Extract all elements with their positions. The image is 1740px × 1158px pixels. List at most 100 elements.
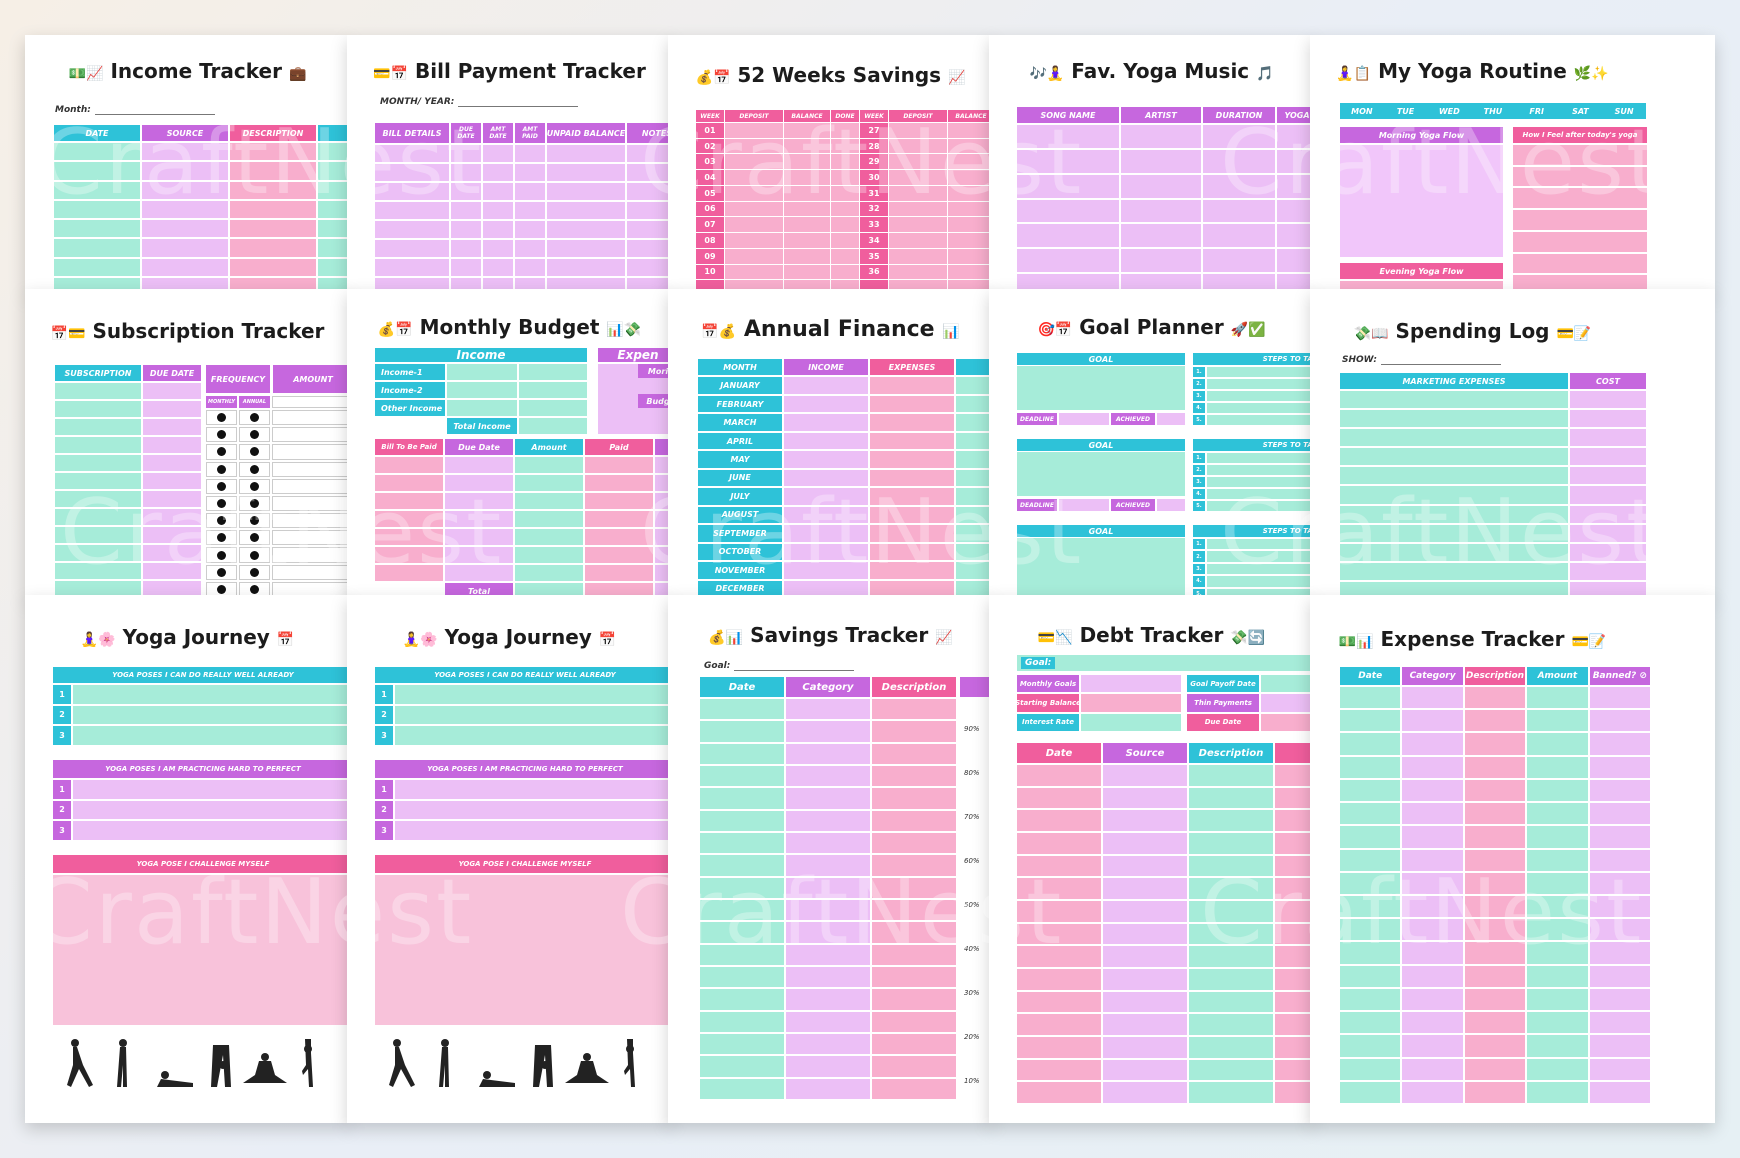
monthly-radio[interactable] bbox=[206, 564, 237, 580]
debt-tracker-title: 💳📉 Debt Tracker 💸🔄 bbox=[1037, 623, 1266, 647]
col-month: MONTH bbox=[698, 359, 782, 376]
month-row: JULY bbox=[698, 488, 782, 505]
annual-radio[interactable] bbox=[239, 478, 270, 494]
days-bar: MON TUE WED THU FRI SAT SUN bbox=[1340, 103, 1646, 119]
annual-radio[interactable] bbox=[239, 547, 270, 563]
challenge-header: YOGA POSE I CHALLENGE MYSELF bbox=[53, 855, 350, 873]
annual-radio[interactable] bbox=[239, 461, 270, 477]
col-bill-details: BILL DETAILS bbox=[375, 123, 449, 143]
month-label: Month: bbox=[55, 105, 215, 115]
goal-bar: Goal: bbox=[1017, 655, 1314, 671]
card-calendar-icon: 💳📅 bbox=[373, 66, 409, 82]
yoga-flower-icon: 🧘‍♀️🌸 bbox=[402, 632, 438, 648]
col-due-date: DUE DATE bbox=[143, 365, 201, 381]
achieved-label: ACHIEVED bbox=[1111, 499, 1155, 511]
yoga-journey-page-2: 🧘‍♀️🌸 Yoga Journey 📅 YOGA POSES I CAN DO… bbox=[347, 595, 672, 1123]
goal-payoff-label: Goal Payoff Date bbox=[1187, 675, 1259, 693]
due-date-label: Due Date bbox=[1187, 713, 1259, 731]
monthly-radio[interactable] bbox=[206, 547, 237, 563]
yoga-clipboard-icon: 🧘‍♀️📋 bbox=[1336, 66, 1372, 82]
annual-radio[interactable] bbox=[239, 427, 270, 443]
monthly-radio[interactable] bbox=[206, 478, 237, 494]
pct-30: 30% bbox=[964, 989, 980, 997]
yoga-music-title: 🎶🧘‍♀️ Fav. Yoga Music 🎵 bbox=[1029, 59, 1274, 83]
annual-radio[interactable] bbox=[239, 513, 270, 529]
money-chart-icon: 💵📈 bbox=[68, 66, 104, 82]
col-category: Category bbox=[1402, 667, 1463, 685]
calendar-money-icon: 📅💰 bbox=[701, 324, 737, 340]
col-song-name: SONG NAME bbox=[1017, 107, 1119, 123]
week-num: 28 bbox=[860, 138, 888, 154]
pct-20: 20% bbox=[964, 1033, 980, 1041]
month-row: SEPTEMBER bbox=[698, 525, 782, 542]
pose-cobra bbox=[483, 1071, 491, 1079]
pct-10: 10% bbox=[964, 1077, 980, 1085]
col-due-date: DUE DATE bbox=[451, 123, 481, 143]
week-num: 36 bbox=[860, 264, 888, 280]
day-tue: TUE bbox=[1396, 106, 1415, 116]
col-notes: NOTES bbox=[627, 123, 672, 143]
monthly-radio[interactable] bbox=[206, 495, 237, 512]
col-yoga: YOGA bbox=[1277, 107, 1314, 123]
col-amt-paid: AMT PAID bbox=[515, 123, 545, 143]
income-table: Income-1 Income-2 Other Income Total Inc… bbox=[375, 364, 587, 434]
spending-log-page: 💸📖 Spending Log 💳📝 SHOW: MARKETING EXPEN… bbox=[1310, 289, 1715, 599]
month-row: OCTOBER bbox=[698, 543, 782, 561]
spending-log-title: 💸📖 Spending Log 💳📝 bbox=[1353, 319, 1592, 343]
total-income-label: Total Income bbox=[447, 418, 517, 434]
col-source: Source bbox=[1103, 743, 1187, 763]
sub-annual: ANNUAL bbox=[239, 396, 270, 408]
col-subscription: SUBSCRIPTION bbox=[55, 365, 141, 381]
deadline-label: DEADLINE bbox=[1017, 413, 1057, 425]
col-cost: COST bbox=[1570, 373, 1646, 389]
other-income-label: Other Income bbox=[375, 400, 445, 416]
money-chart-icon: 💰📊 bbox=[708, 630, 744, 646]
monthly-radio[interactable] bbox=[206, 444, 237, 460]
annual-radio[interactable] bbox=[239, 410, 270, 426]
monthly-radio[interactable] bbox=[206, 427, 237, 443]
pose-lotus bbox=[583, 1053, 591, 1061]
challenge-header: YOGA POSE I CHALLENGE MYSELF bbox=[375, 855, 672, 873]
col-week: WEEK bbox=[696, 110, 724, 122]
steps-header: STEPS TO TAKE bbox=[1193, 439, 1314, 451]
col-date: DATE bbox=[54, 125, 140, 141]
well-list: 1 2 3 bbox=[375, 685, 672, 745]
col-description: Description bbox=[1464, 667, 1526, 685]
week-num: 33 bbox=[860, 217, 888, 233]
week-num: 34 bbox=[860, 233, 888, 248]
col-deposit-2: DEPOSIT bbox=[889, 110, 947, 122]
col-balance: BALANCE bbox=[784, 110, 830, 122]
month-row: DECEMBER bbox=[698, 580, 782, 597]
income-tracker-page: 💵📈 Income Tracker 💼 Month: DATE SOURCE D… bbox=[25, 35, 350, 293]
day-fri: FRI bbox=[1529, 106, 1544, 116]
annual-radio[interactable] bbox=[239, 530, 270, 546]
monthly-radio[interactable] bbox=[206, 513, 237, 529]
frequency-grid: MONTHLY ANNUAL bbox=[206, 396, 350, 597]
day-sun: SUN bbox=[1614, 106, 1634, 116]
monthly-radio[interactable] bbox=[206, 410, 237, 426]
bill-payment-title: 💳📅 Bill Payment Tracker bbox=[373, 59, 646, 83]
col-paid: Paid bbox=[585, 439, 653, 455]
annual-table: MONTH INCOME EXPENSES JANUARY FEBRUARY M… bbox=[698, 359, 993, 597]
col-source: SOURCE bbox=[142, 125, 228, 141]
col-duration: DURATION bbox=[1203, 107, 1275, 123]
income-2-label: Income-2 bbox=[375, 382, 445, 398]
pct-80: 80% bbox=[964, 769, 980, 777]
expense-tracker-page: 💵📊 Expense Tracker 💳📝 Date Category Desc… bbox=[1310, 595, 1715, 1123]
monthly-radio[interactable] bbox=[206, 530, 237, 546]
col-due-date: Due Date bbox=[445, 439, 513, 455]
month-row: JUNE bbox=[698, 469, 782, 487]
pct-50: 50% bbox=[964, 901, 980, 909]
week-num: 32 bbox=[860, 201, 888, 217]
annual-radio[interactable] bbox=[239, 495, 270, 512]
week-num: 08 bbox=[696, 233, 724, 248]
sub-monthly: MONTHLY bbox=[206, 396, 237, 408]
col-category: Category bbox=[786, 677, 870, 697]
bar-chart-icon: 📊 bbox=[942, 324, 960, 340]
annual-radio[interactable] bbox=[239, 564, 270, 580]
week-num: 31 bbox=[860, 185, 888, 201]
monthly-radio[interactable] bbox=[206, 461, 237, 477]
steps-list: 1. 2. 3. 4. 5. bbox=[1193, 539, 1314, 599]
yoga-flower-icon: 🧘‍♀️🌸 bbox=[80, 632, 116, 648]
annual-radio[interactable] bbox=[239, 444, 270, 460]
